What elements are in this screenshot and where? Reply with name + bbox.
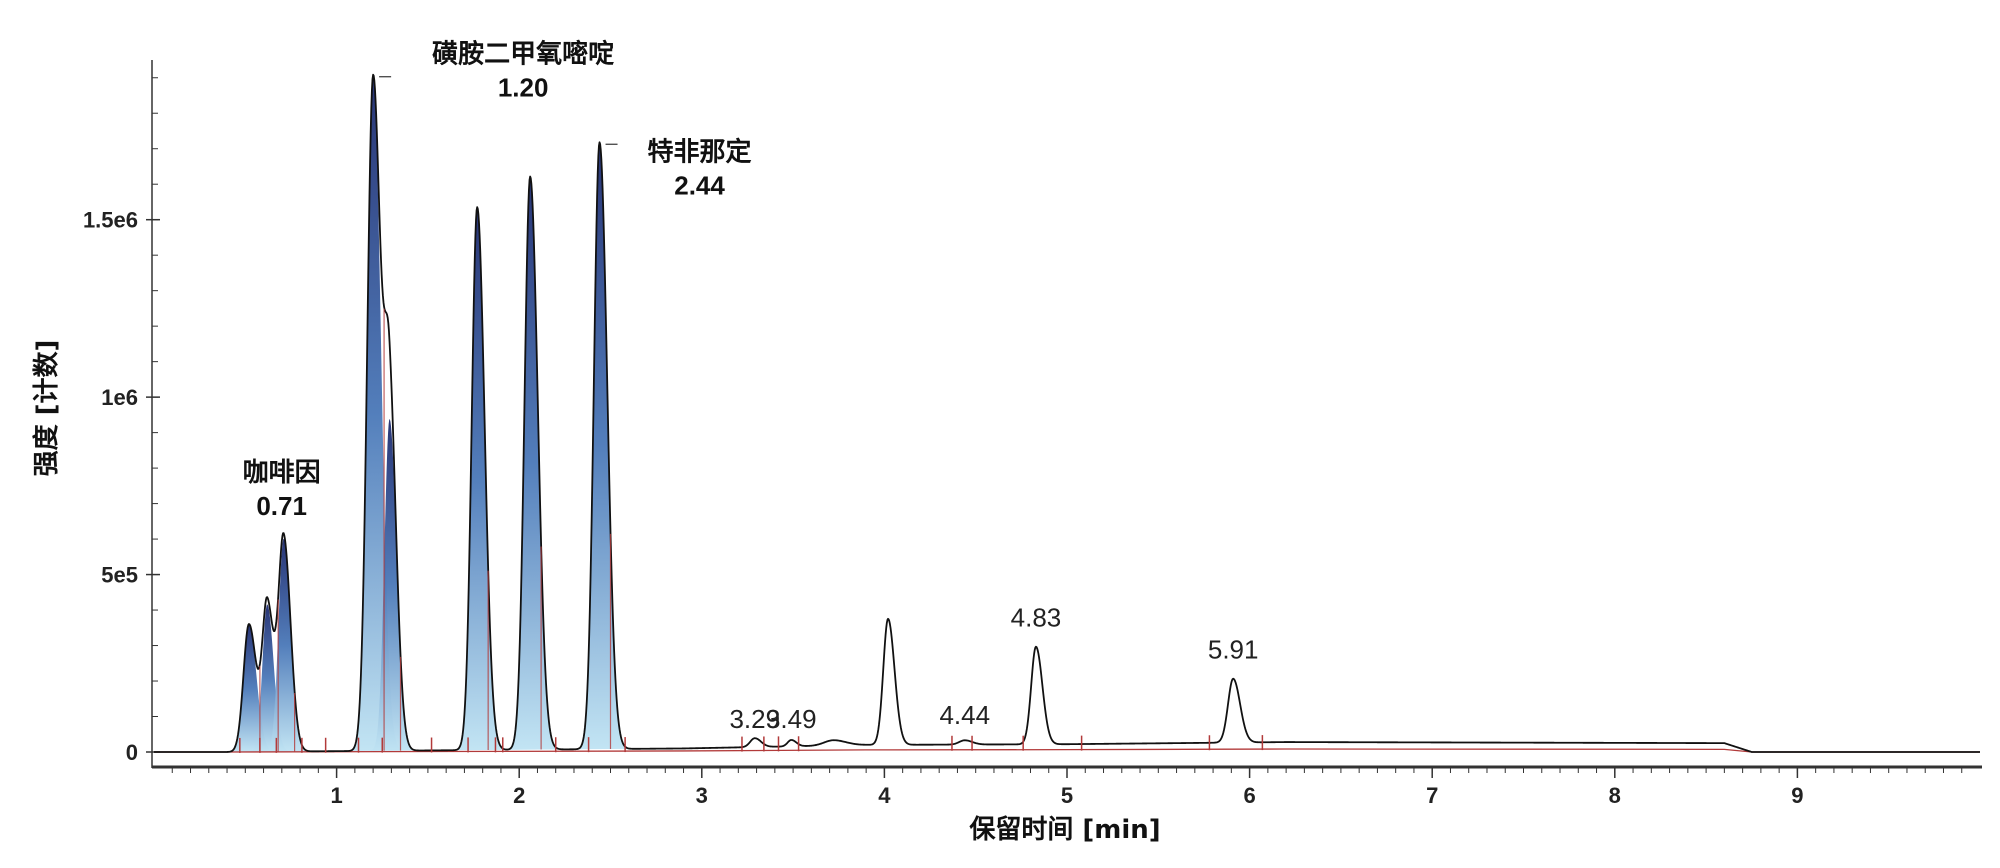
x-tick-label: 3 bbox=[696, 783, 708, 808]
peak-name-label: 磺胺二甲氧嘧啶 bbox=[432, 39, 614, 70]
peak-area bbox=[225, 624, 277, 752]
peak-rt-label: 3.49 bbox=[766, 704, 817, 734]
peak-name-label: 咖啡因 bbox=[243, 458, 321, 488]
peak-fills bbox=[225, 77, 628, 752]
x-tick-label: 7 bbox=[1426, 783, 1438, 808]
integration-marker-group bbox=[239, 308, 1264, 753]
x-tick-label: 2 bbox=[513, 783, 525, 808]
peak-area bbox=[348, 77, 403, 752]
peak-rt-label: 2.44 bbox=[674, 170, 725, 200]
peak-area bbox=[368, 419, 416, 751]
peak-rt-label: 3.29 bbox=[729, 704, 780, 734]
peak-rt-label: 1.20 bbox=[498, 73, 549, 103]
x-axis-title: 保留时间 [min] bbox=[968, 815, 1160, 845]
y-tick-label: 5e5 bbox=[101, 563, 138, 588]
peak-rt-label: 4.44 bbox=[939, 700, 990, 730]
y-tick-label: 1e6 bbox=[101, 385, 138, 410]
peak-area bbox=[247, 604, 291, 752]
peak-rt-label: 4.83 bbox=[1011, 603, 1062, 633]
x-tick-label: 9 bbox=[1791, 783, 1803, 808]
x-tick-label: 4 bbox=[878, 783, 891, 808]
peak-area bbox=[454, 207, 505, 751]
trace-group bbox=[153, 73, 1981, 753]
x-tick-label: 5 bbox=[1061, 783, 1073, 808]
peak-area bbox=[262, 538, 310, 752]
x-tick-label: 1 bbox=[330, 783, 342, 808]
peak-rt-label: 0.71 bbox=[256, 491, 307, 521]
peak-rt-label: 5.91 bbox=[1208, 635, 1259, 665]
x-tick-label: 8 bbox=[1609, 783, 1621, 808]
baseline-line bbox=[154, 748, 1980, 753]
peak-area bbox=[575, 142, 628, 750]
chromatogram-trace bbox=[153, 73, 1981, 753]
peak-area bbox=[506, 177, 559, 750]
x-tick-label: 6 bbox=[1243, 783, 1255, 808]
peak-name-label: 特非那定 bbox=[648, 136, 752, 167]
y-tick-label: 1.5e6 bbox=[83, 208, 138, 233]
baseline-group bbox=[154, 748, 1980, 753]
y-tick-label: 0 bbox=[126, 740, 138, 765]
y-axis-title: 强度 [计数] bbox=[31, 340, 62, 477]
